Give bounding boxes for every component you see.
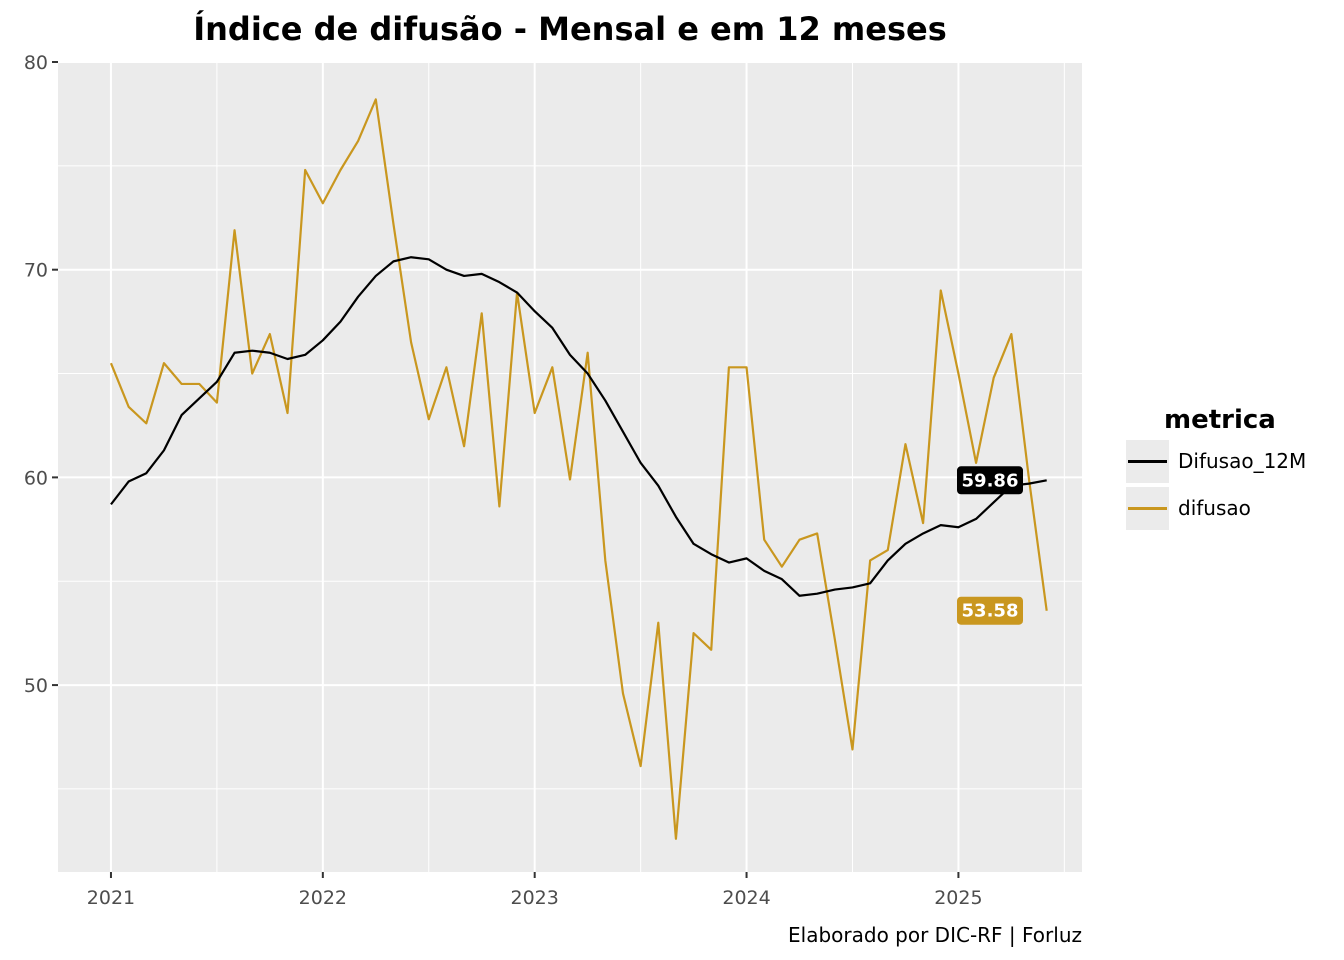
plot-area: 59.86 53.58 [58,61,1082,872]
x-tick-label: 2021 [87,887,135,909]
legend-label: Difusao_12M [1178,449,1306,473]
series-line-difusao-12m [110,256,1047,597]
legend-title: metrica [1164,405,1276,435]
y-tick-label: 80 [24,52,48,74]
end-label: 53.58 [962,601,1019,622]
y-tick-label: 60 [24,467,48,489]
chart-title: Índice de difusão - Mensal e em 12 meses [193,10,947,48]
axes: 50 60 70 80 2021 2022 2023 2024 2025 [24,52,983,909]
chart-caption: Elaborado por DIC-RF | Forluz [788,923,1082,947]
end-label: 59.86 [962,470,1019,491]
x-tick-label: 2025 [934,887,982,909]
end-label-box [957,466,1023,495]
y-tick-label: 50 [24,675,48,697]
x-tick-label: 2023 [511,887,559,909]
y-tick-label: 70 [24,260,48,282]
end-label-box [957,596,1023,625]
x-tick-label: 2024 [722,887,770,909]
series-line-difusao [109,98,1048,840]
legend-label: difusao [1178,496,1251,520]
x-tick-label: 2022 [299,887,347,909]
